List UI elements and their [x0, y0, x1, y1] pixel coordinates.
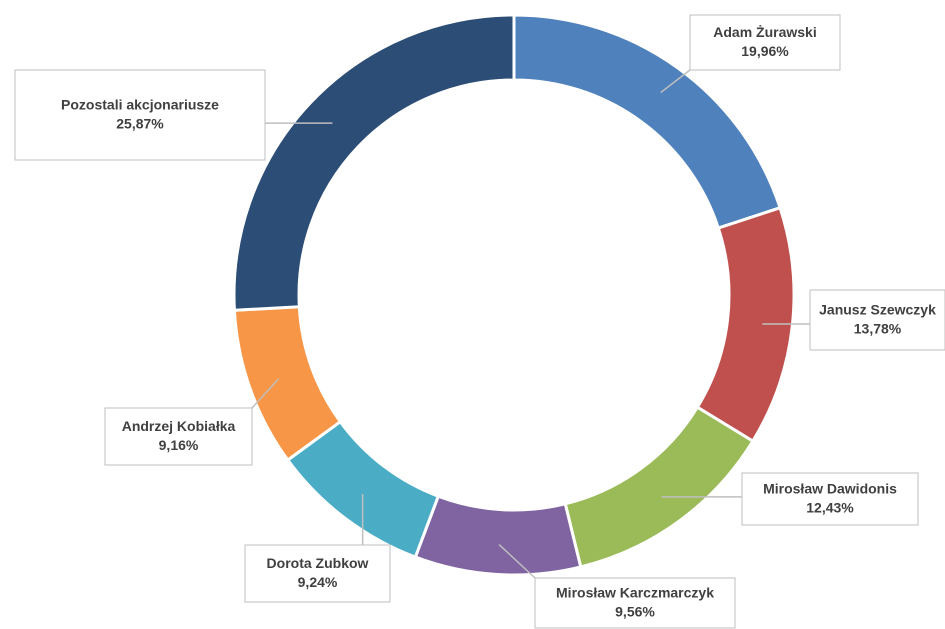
label-box [741, 472, 919, 526]
leader-line [660, 69, 691, 94]
label-name: Janusz Szewczyk [819, 302, 936, 318]
label-value: 25,87% [116, 116, 164, 132]
label-value: 13,78% [854, 321, 902, 337]
label-box [689, 14, 841, 71]
label-name: Pozostali akcjonariusze [61, 97, 219, 113]
donut-slice [563, 405, 755, 569]
leader-line [251, 378, 280, 409]
label-box [14, 69, 266, 161]
label-value: 9,24% [298, 574, 338, 590]
label-name: Mirosław Karczmarczyk [556, 585, 714, 601]
label-value: 12,43% [806, 500, 854, 516]
leader-line [498, 544, 536, 579]
donut-slice [232, 13, 516, 312]
label-box [244, 544, 391, 603]
label-name: Adam Żurawski [713, 24, 816, 40]
label-value: 9,56% [615, 604, 655, 620]
donut-slice [413, 494, 583, 577]
label-box [809, 289, 945, 351]
label-box [534, 577, 736, 629]
label-box [104, 407, 253, 466]
label-name: Dorota Zubkow [267, 555, 369, 571]
label-name: Andrzej Kobiałka [122, 418, 236, 434]
label-value: 9,16% [159, 437, 199, 453]
label-name: Mirosław Dawidonis [763, 481, 897, 497]
label-value: 19,96% [741, 43, 789, 59]
